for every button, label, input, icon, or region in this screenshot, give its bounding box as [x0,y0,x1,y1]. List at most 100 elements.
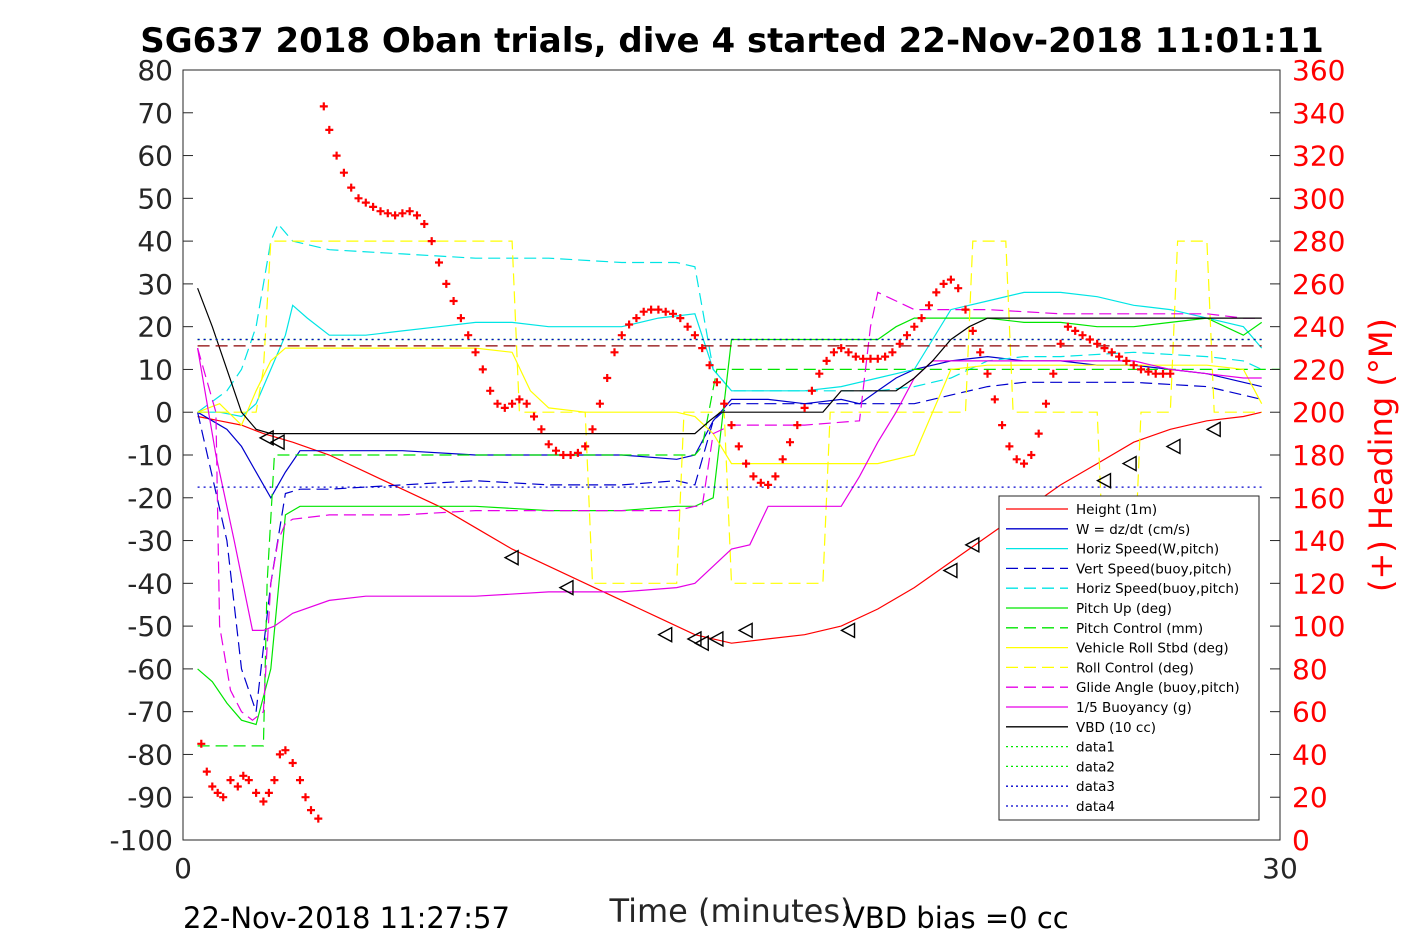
heading-marker [734,442,743,451]
x-tick-label: 0 [174,852,192,885]
apogee-triangle-marker [686,630,702,648]
heading-marker [1012,455,1021,464]
heading-marker [307,806,315,815]
legend-label: data1 [1076,740,1115,756]
y2-tick-label: 260 [1292,268,1345,301]
heading-marker [837,344,846,353]
heading-marker [895,339,904,348]
heading-marker [1020,459,1028,468]
heading-marker [983,369,992,378]
y2-tick-label: 60 [1292,696,1328,729]
y2-axis-label: (+) Heading (°M) [1362,318,1400,592]
heading-marker [610,348,619,357]
y2-tick-label: 40 [1292,738,1328,771]
heading-marker [288,759,297,767]
heading-marker [522,399,531,408]
series-line-4 [197,381,1262,712]
y2-tick-label: 200 [1292,396,1345,429]
y2-tick-label: 100 [1292,610,1345,643]
series-layer [197,222,1280,747]
heading-marker [369,202,378,211]
heading-marker [537,425,546,434]
heading-marker [339,168,348,177]
heading-marker [508,399,517,408]
series-line-10 [197,291,1262,721]
heading-marker [1049,369,1058,378]
y-tick-label: 80 [137,54,173,87]
apogee-triangle-marker [657,626,673,643]
heading-marker [219,793,228,802]
heading-marker [208,782,217,791]
heading-marker [1122,356,1131,365]
marker-layer [197,102,1221,823]
axis-layer: 80706050403020100-10-20-30-40-50-60-70-8… [109,54,1345,885]
heading-marker [961,305,970,314]
heading-marker [226,776,235,785]
apogee-triangle-marker [503,549,519,566]
heading-marker [319,102,328,111]
heading-marker [1166,369,1175,378]
apogee-triangle-marker [269,433,285,451]
y2-tick-label: 20 [1292,781,1328,814]
y-tick-label: -70 [127,696,173,729]
heading-marker [764,480,773,489]
apogee-triangle-marker [1205,421,1221,438]
heading-marker [749,472,758,481]
heading-marker [301,793,310,802]
y-tick-label: -100 [109,824,173,857]
heading-marker [202,767,211,776]
series-line-2 [197,355,1262,500]
heading-marker [822,356,831,365]
apogee-triangle-marker [840,622,856,639]
series-line-7 [197,368,1280,747]
heading-marker [588,425,597,434]
heading-marker [478,365,487,374]
y2-tick-label: 0 [1292,824,1310,857]
series-line-6 [197,317,1263,726]
y-tick-label: 30 [137,268,173,301]
heading-marker [347,183,356,192]
heading-marker [800,403,809,412]
heading-marker [1107,348,1116,357]
footer-vbd-bias: VBD bias =0 cc [845,901,1069,935]
y-tick-label: -90 [127,781,173,814]
heading-marker [354,194,363,203]
heading-marker [873,354,882,363]
heading-marker [720,399,729,408]
heading-marker [1100,344,1109,353]
heading-marker [654,305,663,314]
heading-marker [420,220,429,228]
heading-marker [946,275,955,284]
legend-label: Pitch Control (mm) [1076,621,1203,637]
heading-marker [500,403,509,412]
y-tick-label: -10 [127,439,173,472]
series-line-9 [197,240,1262,584]
legend-label: W = dz/dt (cm/s) [1076,522,1190,538]
heading-marker [332,151,341,160]
apogee-triangle-marker [737,622,753,639]
y-tick-label: 70 [137,97,173,130]
heading-marker [244,776,253,785]
heading-marker [1115,352,1124,361]
legend-label: data2 [1076,759,1115,775]
heading-marker [756,478,765,487]
heading-marker [376,207,385,216]
heading-marker [1063,322,1072,331]
heading-marker [844,348,853,357]
heading-marker [464,331,473,340]
series-line-3 [197,291,1263,418]
heading-marker [925,301,933,310]
heading-marker [1034,429,1043,438]
heading-marker [954,284,963,293]
heading-marker [530,412,538,421]
y-tick-label: 10 [137,353,173,386]
heading-marker [778,455,787,464]
heading-marker [932,288,941,297]
heading-marker [1027,451,1036,459]
heading-marker [1093,339,1102,348]
heading-marker [1056,339,1065,348]
series-line-5 [197,222,1262,413]
legend-label: data4 [1076,799,1115,815]
heading-marker [1078,331,1087,340]
